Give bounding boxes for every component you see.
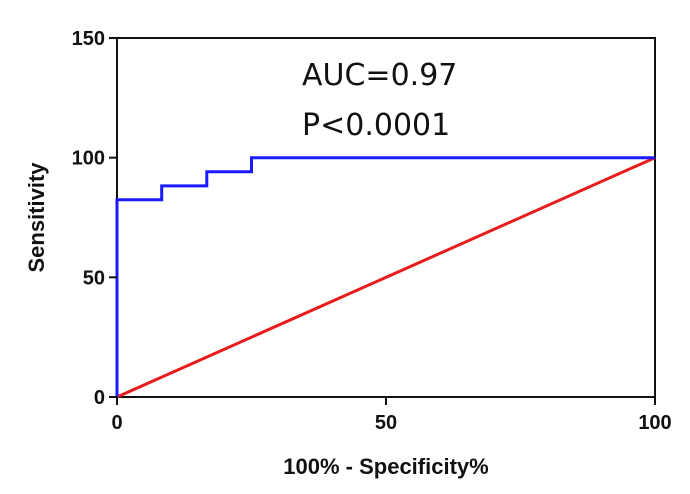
reference-diagonal-line [116, 156, 656, 399]
x-tick-label: 50 [375, 412, 397, 434]
ticks-layer: 0 50 100 0 50 100 150 [72, 28, 672, 434]
x-axis-title: 100% - Specificity% [283, 454, 488, 479]
x-tick-label: 0 [111, 412, 122, 434]
auc-annotation: AUC=0.97 [302, 58, 457, 93]
series-layer [115, 156, 656, 399]
y-tick-label: 100 [72, 148, 105, 170]
y-axis-title: Sensitivity [24, 162, 49, 273]
p-value-annotation: P<0.0001 [302, 108, 450, 143]
roc-curve-line [115, 156, 655, 397]
y-tick-label: 50 [83, 267, 105, 289]
y-tick-label: 0 [94, 387, 105, 409]
y-tick-label: 150 [72, 28, 105, 50]
x-tick-label: 100 [638, 412, 671, 434]
